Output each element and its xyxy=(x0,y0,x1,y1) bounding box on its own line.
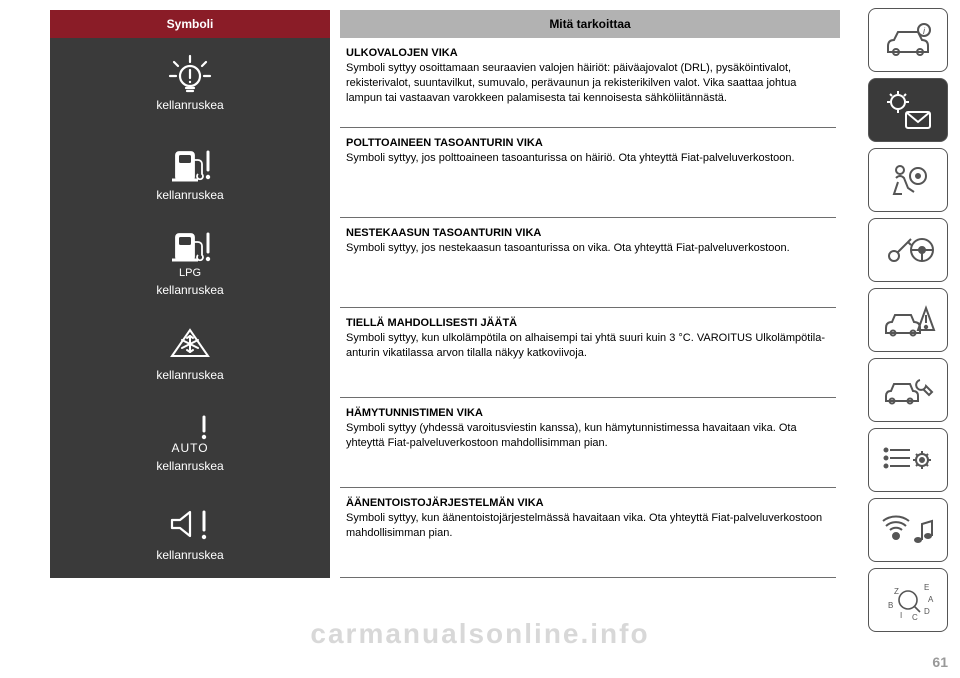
description-cell: ÄÄNENTOISTOJÄRJESTELMÄN VIKA Symboli syt… xyxy=(340,488,840,578)
svg-text:i: i xyxy=(923,26,926,36)
row-body: Symboli syttyy (yhdessä varoitusviestin … xyxy=(346,422,797,449)
sidebar-item-airbag[interactable] xyxy=(868,148,948,212)
symbol-table: Symboli Mitä tarkoittaa xyxy=(50,10,840,578)
sidebar-item-diagnostics[interactable]: ZBI CDAE xyxy=(868,568,948,632)
fuel-alert-icon xyxy=(166,144,214,184)
symbol-cell: kellanruskea xyxy=(50,128,330,218)
row-title: TIELLÄ MAHDOLLISESTI JÄÄTÄ xyxy=(346,316,830,331)
sidebar-item-signal-music[interactable] xyxy=(868,498,948,562)
symbol-color-label: kellanruskea xyxy=(156,98,223,112)
sidebar-item-car-wrench[interactable] xyxy=(868,358,948,422)
bulb-alert-icon xyxy=(166,54,214,94)
svg-text:D: D xyxy=(924,607,930,616)
lpg-alert-icon: LPG xyxy=(166,230,214,279)
svg-text:I: I xyxy=(900,611,902,620)
table-row: kellanruskea ULKOVALOJEN VIKA Symboli sy… xyxy=(50,38,840,128)
lpg-sub-text: LPG xyxy=(179,267,201,279)
sidebar-item-list-gear[interactable] xyxy=(868,428,948,492)
description-cell: POLTTOAINEEN TASOANTURIN VIKA Symboli sy… xyxy=(340,128,840,218)
page-number: 61 xyxy=(932,654,948,670)
symbol-color-label: kellanruskea xyxy=(156,459,223,473)
sidebar-item-car-info[interactable]: i xyxy=(868,8,948,72)
header-gap xyxy=(330,10,340,38)
frost-icon xyxy=(166,324,214,364)
sidebar-item-key-wheel[interactable] xyxy=(868,218,948,282)
symbol-color-label: kellanruskea xyxy=(156,188,223,202)
row-title: POLTTOAINEEN TASOANTURIN VIKA xyxy=(346,136,830,151)
table-row: AUTO kellanruskea HÄMYTUNNISTIMEN VIKA S… xyxy=(50,398,840,488)
table-row: kellanruskea ÄÄNENTOISTOJÄRJESTELMÄN VIK… xyxy=(50,488,840,578)
row-body: Symboli syttyy, jos nestekaasun tasoantu… xyxy=(346,242,790,254)
header-symbol: Symboli xyxy=(50,10,330,38)
row-body: Symboli syttyy, kun ulkolämpötila on alh… xyxy=(346,332,825,359)
description-cell: NESTEKAASUN TASOANTURIN VIKA Symboli syt… xyxy=(340,218,840,308)
sidebar-item-light-mail[interactable] xyxy=(868,78,948,142)
symbol-color-label: kellanruskea xyxy=(156,548,223,562)
table-header-row: Symboli Mitä tarkoittaa xyxy=(50,10,840,38)
auto-sub-text: AUTO xyxy=(171,441,208,455)
symbol-cell: kellanruskea xyxy=(50,488,330,578)
symbol-cell: kellanruskea xyxy=(50,308,330,398)
description-cell: HÄMYTUNNISTIMEN VIKA Symboli syttyy (yhd… xyxy=(340,398,840,488)
table-row: kellanruskea POLTTOAINEEN TASOANTURIN VI… xyxy=(50,128,840,218)
svg-text:B: B xyxy=(888,601,893,610)
symbol-cell: AUTO kellanruskea xyxy=(50,398,330,488)
speaker-alert-icon xyxy=(166,504,214,544)
svg-text:C: C xyxy=(912,613,918,622)
row-body: Symboli syttyy osoittamaan seuraavien va… xyxy=(346,62,796,104)
svg-text:A: A xyxy=(928,595,934,604)
svg-text:E: E xyxy=(924,583,929,592)
description-cell: ULKOVALOJEN VIKA Symboli syttyy osoittam… xyxy=(340,38,840,128)
row-title: ÄÄNENTOISTOJÄRJESTELMÄN VIKA xyxy=(346,496,830,511)
header-description: Mitä tarkoittaa xyxy=(340,10,840,38)
svg-text:Z: Z xyxy=(894,587,899,596)
watermark: carmanualsonline.info xyxy=(0,618,960,650)
row-title: NESTEKAASUN TASOANTURIN VIKA xyxy=(346,226,830,241)
row-title: HÄMYTUNNISTIMEN VIKA xyxy=(346,406,830,421)
row-body: Symboli syttyy, jos polttoaineen tasoant… xyxy=(346,152,795,164)
row-title: ULKOVALOJEN VIKA xyxy=(346,46,830,61)
sidebar-item-car-warning[interactable] xyxy=(868,288,948,352)
page: Symboli Mitä tarkoittaa xyxy=(0,0,960,678)
table-row: kellanruskea TIELLÄ MAHDOLLISESTI JÄÄTÄ … xyxy=(50,308,840,398)
auto-alert-icon: AUTO xyxy=(166,413,214,455)
symbol-color-label: kellanruskea xyxy=(156,368,223,382)
symbol-color-label: kellanruskea xyxy=(156,283,223,297)
symbol-cell: LPG kellanruskea xyxy=(50,218,330,308)
sidebar: i ZBI CDAE xyxy=(868,8,948,632)
symbol-cell: kellanruskea xyxy=(50,38,330,128)
row-body: Symboli syttyy, kun äänentoistojärjestel… xyxy=(346,512,822,539)
description-cell: TIELLÄ MAHDOLLISESTI JÄÄTÄ Symboli sytty… xyxy=(340,308,840,398)
table-row: LPG kellanruskea NESTEKAASUN TASOANTURIN… xyxy=(50,218,840,308)
